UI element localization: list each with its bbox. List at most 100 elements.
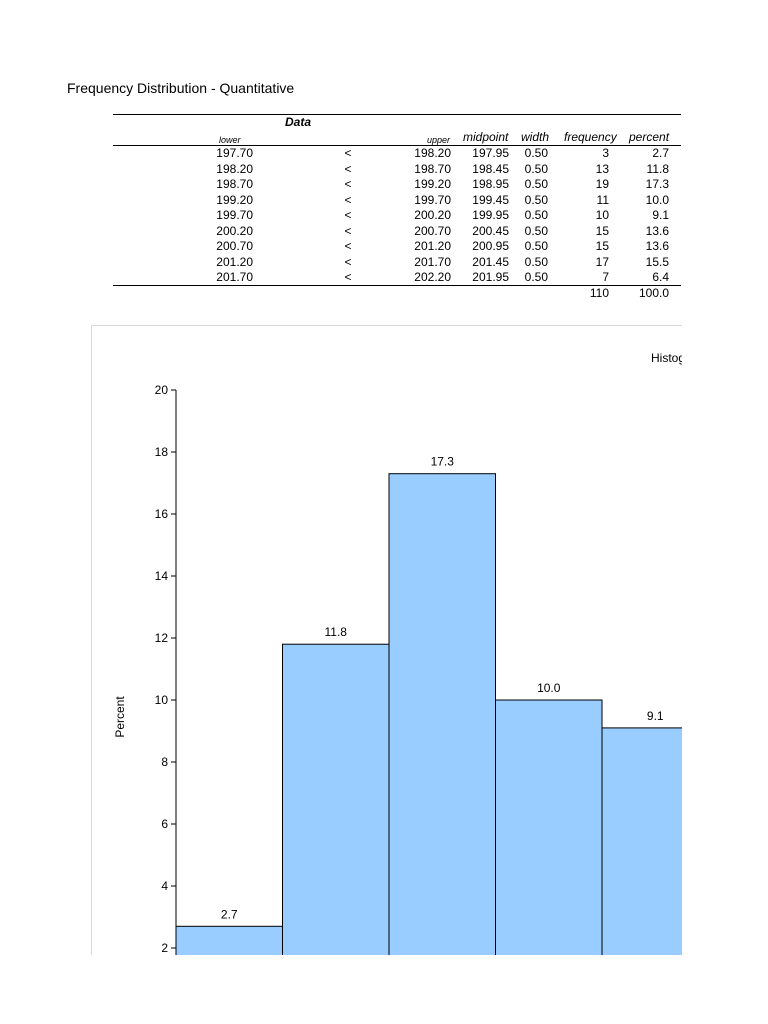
y-axis-label: Percent bbox=[113, 696, 127, 738]
cell-midpoint: 201.95 bbox=[472, 270, 509, 284]
cell-width: 0.50 bbox=[524, 177, 548, 191]
y-tick-label: 6 bbox=[161, 817, 168, 831]
bar-value-label: 17.3 bbox=[431, 455, 455, 469]
cell-percent: 13.6 bbox=[645, 223, 669, 238]
cell-frequency: 13 bbox=[595, 161, 609, 176]
cell-lower: 200.70 bbox=[216, 239, 253, 253]
y-tick-label: 10 bbox=[155, 693, 169, 707]
table-top-rule bbox=[113, 114, 681, 115]
cell-lower: 200.20 bbox=[216, 223, 253, 238]
header-frequency: frequency bbox=[564, 130, 617, 144]
cell-width: 0.50 bbox=[524, 192, 548, 207]
histogram-bar bbox=[601, 727, 682, 955]
page-title: Frequency Distribution - Quantitative bbox=[67, 80, 295, 96]
cell-op: < bbox=[344, 270, 352, 284]
cell-width: 0.50 bbox=[524, 239, 548, 253]
y-tick-label: 12 bbox=[155, 631, 169, 645]
histogram-bar bbox=[495, 699, 603, 955]
cell-frequency: 15 bbox=[595, 239, 609, 253]
cell-upper: 200.20 bbox=[414, 208, 451, 222]
cell-width: 0.50 bbox=[524, 208, 548, 222]
cell-width: 0.50 bbox=[524, 254, 548, 269]
cell-upper: 202.20 bbox=[414, 270, 451, 284]
bars: 2.7 11.8 17.3 10.0 9.1 bbox=[175, 455, 682, 955]
cell-upper: 200.70 bbox=[414, 223, 451, 238]
cell-width: 0.50 bbox=[524, 161, 548, 176]
y-axis: 2 4 6 8 10 12 14 16 18 20 bbox=[155, 383, 177, 955]
cell-op: < bbox=[344, 146, 352, 160]
cell-percent: 11.8 bbox=[646, 161, 669, 176]
group-header: Data bbox=[285, 115, 312, 129]
cell-lower: 199.70 bbox=[216, 208, 253, 222]
cell-percent: 2.7 bbox=[652, 146, 669, 160]
cell-op: < bbox=[344, 223, 352, 238]
table-bottom-rule bbox=[113, 285, 681, 286]
cell-midpoint: 197.95 bbox=[472, 146, 509, 160]
cell-width: 0.50 bbox=[524, 146, 548, 160]
total-percent: 100.0 bbox=[638, 286, 669, 300]
cell-midpoint: 198.45 bbox=[472, 161, 509, 176]
cell-upper: 199.20 bbox=[414, 177, 451, 191]
table-header-rule bbox=[113, 145, 681, 146]
cell-lower: 198.70 bbox=[216, 177, 253, 191]
header-upper: upper bbox=[427, 135, 451, 145]
cell-percent: 6.4 bbox=[652, 270, 669, 284]
histogram-bar bbox=[388, 473, 496, 955]
cell-op: < bbox=[344, 161, 352, 176]
cell-midpoint: 199.95 bbox=[472, 208, 509, 222]
cell-width: 0.50 bbox=[524, 270, 548, 284]
cell-midpoint: 199.45 bbox=[472, 192, 509, 207]
cell-percent: 10.0 bbox=[645, 192, 669, 207]
bar-value-label: 11.8 bbox=[325, 625, 348, 639]
y-tick-label: 14 bbox=[155, 569, 169, 583]
cell-lower: 201.20 bbox=[216, 254, 253, 269]
cell-frequency: 11 bbox=[596, 192, 609, 207]
cell-lower: 201.70 bbox=[216, 270, 253, 284]
header-width: width bbox=[521, 130, 550, 144]
cell-frequency: 3 bbox=[602, 146, 609, 160]
y-tick-label: 4 bbox=[161, 879, 168, 893]
cell-op: < bbox=[344, 208, 352, 222]
cell-lower: 197.70 bbox=[216, 146, 253, 160]
cell-percent: 15.5 bbox=[645, 254, 669, 269]
cell-upper: 198.20 bbox=[414, 146, 451, 160]
cell-lower: 199.20 bbox=[216, 192, 253, 207]
cell-frequency: 15 bbox=[595, 223, 609, 238]
histogram-svg: Histog Percent 2 4 6 8 10 12 14 16 18 20 2.7 11.8 1… bbox=[113, 351, 682, 955]
cell-upper: 201.70 bbox=[414, 254, 451, 269]
cell-upper: 201.20 bbox=[414, 239, 451, 253]
cell-percent: 13.6 bbox=[645, 239, 669, 253]
cell-op: < bbox=[344, 177, 352, 191]
chart-title: Histog bbox=[651, 351, 682, 365]
cell-midpoint: 198.95 bbox=[472, 177, 509, 191]
cell-op: < bbox=[344, 239, 352, 253]
cell-frequency: 7 bbox=[602, 270, 609, 284]
cell-frequency: 17 bbox=[595, 254, 609, 269]
cell-percent: 17.3 bbox=[645, 177, 669, 191]
cell-frequency: 19 bbox=[595, 177, 609, 191]
cell-midpoint: 201.45 bbox=[472, 254, 509, 269]
y-tick-label: 2 bbox=[161, 941, 168, 955]
cell-op: < bbox=[344, 192, 352, 207]
histogram-chart: Histog Percent 2 4 6 8 10 12 14 16 18 20 2.7 11.8 1… bbox=[91, 325, 682, 955]
cell-percent: 9.1 bbox=[652, 208, 669, 222]
histogram-bar bbox=[282, 643, 390, 955]
histogram-bar bbox=[175, 925, 283, 955]
cell-upper: 199.70 bbox=[414, 192, 451, 207]
cell-midpoint: 200.95 bbox=[472, 239, 509, 253]
header-midpoint: midpoint bbox=[463, 130, 509, 144]
cell-lower: 198.20 bbox=[216, 161, 253, 176]
bar-value-label: 9.1 bbox=[647, 709, 664, 723]
bar-value-label: 10.0 bbox=[537, 681, 561, 695]
total-frequency: 110 bbox=[589, 286, 609, 300]
cell-midpoint: 200.45 bbox=[472, 223, 509, 238]
header-lower: lower bbox=[219, 135, 241, 145]
cell-upper: 198.70 bbox=[414, 161, 451, 176]
y-tick-label: 16 bbox=[155, 507, 169, 521]
y-tick-label: 8 bbox=[161, 755, 168, 769]
cell-width: 0.50 bbox=[524, 223, 548, 238]
y-tick-label: 18 bbox=[155, 445, 169, 459]
cell-op: < bbox=[344, 254, 352, 269]
bar-value-label: 2.7 bbox=[221, 907, 238, 921]
cell-frequency: 10 bbox=[595, 208, 609, 222]
